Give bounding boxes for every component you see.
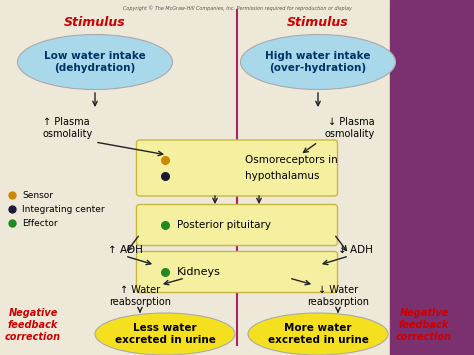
Ellipse shape <box>248 313 388 355</box>
Text: ↓ Plasma
osmolality: ↓ Plasma osmolality <box>325 117 375 139</box>
FancyBboxPatch shape <box>137 140 337 196</box>
Bar <box>390 0 474 355</box>
Text: Low water intake
(dehydration): Low water intake (dehydration) <box>44 51 146 73</box>
Text: Less water
excreted in urine: Less water excreted in urine <box>115 323 216 345</box>
Text: ↑ Plasma
osmolality: ↑ Plasma osmolality <box>43 117 93 139</box>
Text: ↓ Water
reabsorption: ↓ Water reabsorption <box>307 285 369 307</box>
Text: Effector: Effector <box>22 218 58 228</box>
Text: Negative
feedback
correction: Negative feedback correction <box>5 308 61 342</box>
Text: Posterior pituitary: Posterior pituitary <box>177 220 271 230</box>
Text: Integrating center: Integrating center <box>22 204 105 213</box>
Text: Kidneys: Kidneys <box>177 267 221 277</box>
Text: Stimulus: Stimulus <box>287 16 349 28</box>
Text: ↑ ADH: ↑ ADH <box>108 245 143 255</box>
FancyBboxPatch shape <box>137 204 337 246</box>
Text: High water intake
(over-hydration): High water intake (over-hydration) <box>265 51 371 73</box>
Text: Negative
feedback
correction: Negative feedback correction <box>396 308 452 342</box>
Text: More water
excreted in urine: More water excreted in urine <box>267 323 368 345</box>
Text: Osmoreceptors in: Osmoreceptors in <box>245 155 338 165</box>
FancyBboxPatch shape <box>137 251 337 293</box>
Ellipse shape <box>18 34 173 89</box>
Text: Sensor: Sensor <box>22 191 53 200</box>
Ellipse shape <box>95 313 235 355</box>
Text: Copyright © The McGraw-Hill Companies, Inc. Permission required for reproduction: Copyright © The McGraw-Hill Companies, I… <box>123 5 351 11</box>
Text: ↓ ADH: ↓ ADH <box>337 245 373 255</box>
Text: Stimulus: Stimulus <box>64 16 126 28</box>
Text: ↑ Water
reabsorption: ↑ Water reabsorption <box>109 285 171 307</box>
Ellipse shape <box>240 34 395 89</box>
Text: hypothalamus: hypothalamus <box>245 171 319 181</box>
